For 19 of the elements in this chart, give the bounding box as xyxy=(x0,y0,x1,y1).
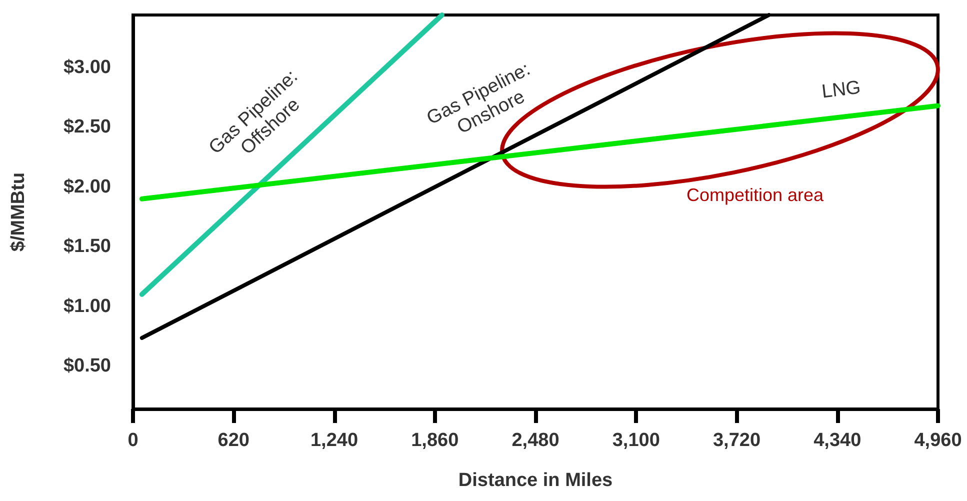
x-tick-label: 1,240 xyxy=(310,430,358,451)
x-tick-label: 4,960 xyxy=(914,430,962,451)
x-tick-label: 0 xyxy=(128,430,138,451)
y-tick-label: $2.50 xyxy=(63,116,111,138)
x-tick-label: 1,860 xyxy=(411,430,459,451)
text: LNG xyxy=(820,77,862,103)
y-tick-label: $3.00 xyxy=(63,57,111,78)
y-tick-label: $1.00 xyxy=(63,296,111,317)
y-axis-title: $/MMBtu xyxy=(8,172,29,252)
x-tick-label: 4,340 xyxy=(814,430,862,451)
x-tick-label: 3,100 xyxy=(612,430,660,451)
y-tick-label: $2.00 xyxy=(63,176,111,198)
x-axis-title: Distance in Miles xyxy=(458,470,613,491)
y-tick-label: $0.50 xyxy=(63,356,111,377)
annotation: Competition area xyxy=(686,185,825,205)
y-tick-label: $1.50 xyxy=(63,236,111,258)
x-tick-label: 620 xyxy=(218,430,250,451)
x-tick-label: 2,480 xyxy=(512,430,560,451)
x-tick-label: 3,720 xyxy=(712,430,761,451)
